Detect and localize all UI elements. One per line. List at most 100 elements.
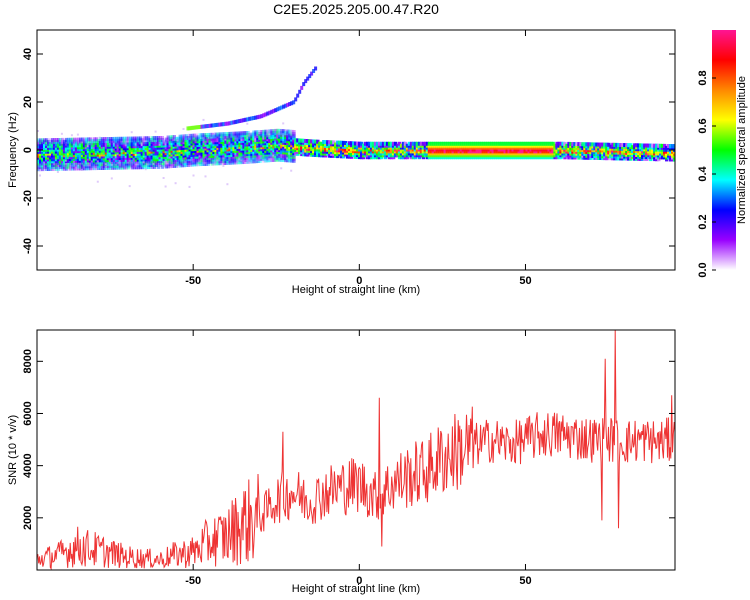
drifting-tone-cell [304,79,308,84]
spectrogram-cell [84,137,89,142]
spectrogram-speck [37,130,39,132]
spectrogram-cell [102,137,107,142]
spectrogram-cell [144,165,149,170]
spectrogram-speck [210,140,213,143]
colorbar-ticks: 0.0 0.2 0.4 0.6 0.8 [697,70,716,278]
spectrogram-cell [130,136,135,141]
drifting-tone-cell [282,104,286,109]
spectrogram-cell [519,141,523,146]
spectrogram-cell [342,140,346,145]
spectrogram-cell [417,141,422,146]
colorbar: 0.0 0.2 0.4 0.6 0.8 Normalized spectral ampl… [697,30,748,278]
spectrogram-cell [445,141,450,146]
spectrogram-cell [174,136,178,141]
spectrogram-cell [306,139,310,144]
spectrogram-cell [675,150,678,154]
spectrogram-cell [411,141,416,146]
spectrogram-cell [427,141,432,146]
drifting-tone-cell [196,125,200,130]
spectrogram-cell [675,156,678,160]
drifting-tone-cell [298,89,302,94]
spectrogram-cell [172,135,176,140]
drifting-tone-cell [244,117,248,122]
spectrogram-cell [340,140,344,145]
spectrogram-cell [254,130,258,135]
spectrogram-speck [222,164,225,167]
spectrogram-cell [611,142,615,147]
spectrogram-cell [537,141,541,146]
spectrogram-speck [128,185,131,188]
spectrogram-cell [356,141,360,146]
spectrogram-speck [154,130,157,133]
drifting-tone-cell [212,123,216,128]
spectrogram-cell [300,138,304,143]
spectrogram-speck [110,177,113,180]
spectrogram-cell [621,143,625,147]
spectrogram-cell [489,141,493,146]
spectrogram-cell [657,143,661,148]
drifting-tone-cell [226,121,230,126]
spectrogram-cell [278,128,282,133]
spectrogram-cell [607,142,611,147]
spectrogram-cell [302,138,306,143]
spectrogram-cell [346,143,350,147]
spectrogram-cell [210,132,214,137]
spectrogram-cell [272,129,276,134]
spectrogram-cell [354,141,358,146]
spectrogram-cell [166,135,170,140]
spectrogram-cell [637,143,641,148]
spectrogram-cell [366,141,370,146]
spectrogram-cell [43,144,47,148]
x-tick-label: 50 [519,575,531,587]
drifting-tone-cell [200,124,204,129]
drifting-tone-cell [294,97,298,102]
spectrogram-cell [675,146,678,150]
spectrogram-cell [569,142,573,146]
spectrogram-cell [535,141,539,146]
spectrogram-cell [383,141,388,146]
spectrogram-cell [170,135,174,140]
spectrogram-cell [180,134,184,139]
spectrogram-cell [282,129,286,134]
spectrogram-cell [68,137,73,142]
drifting-tone-cell [288,102,292,106]
spectrogram-cell [290,129,294,134]
spectrogram-cell [437,141,442,146]
drifting-tone-cell [274,108,278,113]
y-tick-label: 6000 [22,401,34,425]
spectrogram-cell [529,141,533,146]
x-tick-label: 0 [356,575,362,587]
spectrogram-cell [667,144,671,148]
spectrogram-cell [561,141,565,146]
drifting-tone-cell [308,74,312,79]
spectrogram-cell [230,131,234,136]
spectrogram-cell [443,141,448,146]
spectrogram-cell [196,135,200,140]
spectrogram-speck [140,142,143,145]
spectrogram-cell [495,141,499,146]
drifting-tone-cell [190,125,194,130]
spectrogram-cell [647,143,651,148]
spectrogram-cell [206,133,210,137]
spectrogram-speck [192,174,195,177]
drifting-tone-cell [264,112,268,117]
spectrogram-cell [160,136,164,140]
spectrogram-cell [403,141,408,146]
spectrogram-cell [543,141,547,146]
spectrogram-cell [186,136,190,140]
drifting-tone-cell [314,66,318,71]
spectrogram-cell [409,141,414,146]
spectrogram-cell [288,133,292,138]
spectrogram-speck [224,138,227,141]
spectrogram-cell [521,141,525,146]
drifting-tone-cell [218,122,222,127]
y-tick-label: 4000 [22,453,34,477]
spectrogram-cell [531,141,535,146]
spectrogram-speck [198,155,201,158]
spectrogram-cell [407,141,412,146]
spectrogram-cell [308,139,312,144]
spectrogram-cell [92,137,97,142]
spectrogram-cell [523,141,527,146]
spectrogram-cell [218,132,222,137]
spectrogram-cell [387,141,392,146]
